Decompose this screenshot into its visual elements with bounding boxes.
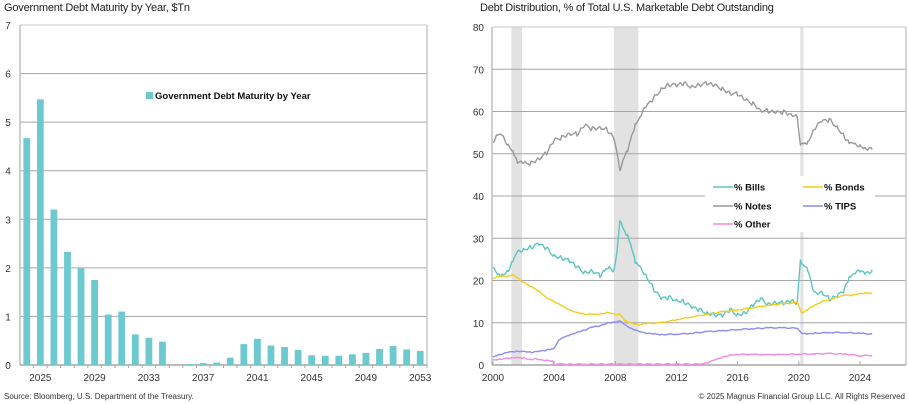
series-line-other bbox=[492, 352, 873, 366]
x-tick-label: 2004 bbox=[543, 373, 566, 384]
left-chart-title: Government Debt Maturity by Year, $Tn bbox=[4, 2, 190, 14]
bar-2043 bbox=[281, 347, 288, 365]
maturity-bar-chart: 0 1 2 3 4 5 6 7 2025 2029 2033 2037 2041 2045 2049 2053… bbox=[5, 21, 432, 384]
right-chart-title: Debt Distribution, % of Total U.S. Marke… bbox=[480, 2, 774, 14]
bar-2027 bbox=[64, 251, 71, 365]
bar-2032 bbox=[131, 334, 139, 365]
bar-2030 bbox=[104, 314, 112, 365]
series-line-bills bbox=[492, 219, 873, 318]
y-tick-label: 30 bbox=[473, 234, 485, 245]
x-tick-label: 2037 bbox=[192, 373, 215, 384]
bar-2028 bbox=[77, 268, 85, 365]
debt-distribution-line-chart: 0 10 20 30 40 50 60 70 80 2000 2004 2008 2012 2016 202… bbox=[473, 23, 907, 384]
bar-2053 bbox=[416, 350, 424, 365]
legend-label: % Bills bbox=[734, 183, 765, 194]
bar-2033 bbox=[145, 337, 153, 365]
bar-2024 bbox=[23, 138, 31, 365]
bar-2037 bbox=[199, 363, 207, 365]
legend-label: % Notes bbox=[734, 202, 771, 213]
bar-2049 bbox=[362, 352, 370, 365]
legend-label: % TIPS bbox=[824, 202, 856, 213]
x-tick-label: 2008 bbox=[604, 373, 627, 384]
bar-2045 bbox=[308, 355, 316, 365]
legend-label: % Other bbox=[734, 220, 771, 231]
y-tick-label: 0 bbox=[478, 361, 484, 372]
bar-2040 bbox=[240, 344, 248, 365]
legend-box bbox=[705, 176, 875, 232]
x-tick-label: 2024 bbox=[849, 373, 872, 384]
x-tick-label: 2012 bbox=[665, 373, 688, 384]
y-tick-label: 50 bbox=[473, 150, 485, 161]
series-line-bonds bbox=[492, 273, 873, 326]
bar-2052 bbox=[403, 349, 411, 365]
y-tick-label: 10 bbox=[473, 319, 485, 330]
y-tick-label: 0 bbox=[5, 361, 11, 372]
y-tick-label: 7 bbox=[5, 21, 11, 32]
y-tick-label: 5 bbox=[5, 118, 11, 129]
bar-2034 bbox=[159, 341, 166, 365]
bar-2026 bbox=[50, 209, 58, 365]
bar-2036 bbox=[186, 364, 193, 365]
x-tick-label: 2016 bbox=[727, 373, 750, 384]
bar-2048 bbox=[348, 354, 356, 365]
x-tick-label: 2000 bbox=[482, 373, 505, 384]
y-tick-label: 3 bbox=[5, 215, 11, 226]
legend-label: % Bonds bbox=[824, 183, 865, 194]
y-tick-label: 40 bbox=[473, 192, 485, 203]
bar-2050 bbox=[376, 348, 383, 365]
bar-2042 bbox=[267, 345, 275, 365]
bar-2038 bbox=[213, 362, 221, 365]
y-tick-label: 60 bbox=[473, 108, 485, 119]
series-line-notes bbox=[492, 80, 873, 172]
y-tick-label: 70 bbox=[473, 65, 485, 76]
x-tick-label: 2029 bbox=[83, 373, 106, 384]
y-tick-label: 20 bbox=[473, 277, 485, 288]
bar-2046 bbox=[321, 355, 329, 365]
series-line-tips bbox=[493, 320, 873, 358]
bar-2029 bbox=[91, 280, 99, 365]
x-tick-label: 2020 bbox=[788, 373, 811, 384]
y-tick-label: 1 bbox=[5, 312, 11, 323]
bar-2041 bbox=[254, 338, 261, 365]
x-tick-label: 2053 bbox=[409, 373, 432, 384]
x-tick-label: 2033 bbox=[138, 373, 161, 384]
y-tick-label: 6 bbox=[5, 70, 11, 81]
bar-2051 bbox=[389, 346, 397, 365]
x-tick-label: 2025 bbox=[29, 373, 52, 384]
bar-2047 bbox=[335, 355, 343, 365]
bar-2039 bbox=[226, 357, 234, 365]
bar-2031 bbox=[118, 311, 126, 365]
y-tick-label: 4 bbox=[5, 167, 11, 178]
bar-2025 bbox=[36, 99, 44, 366]
x-tick-label: 2045 bbox=[301, 373, 324, 384]
x-tick-label: 2041 bbox=[246, 373, 269, 384]
source-note: Source: Bloomberg, U.S. Department of th… bbox=[4, 392, 194, 401]
bar-2044 bbox=[294, 349, 302, 365]
y-tick-label: 80 bbox=[473, 23, 485, 34]
legend-label: Government Debt Maturity by Year bbox=[155, 91, 311, 102]
y-tick-label: 2 bbox=[5, 264, 11, 275]
legend-swatch bbox=[146, 92, 153, 99]
x-tick-label: 2049 bbox=[355, 373, 378, 384]
copyright-note: © 2025 Magnus Financial Group LLC. All R… bbox=[698, 392, 905, 401]
